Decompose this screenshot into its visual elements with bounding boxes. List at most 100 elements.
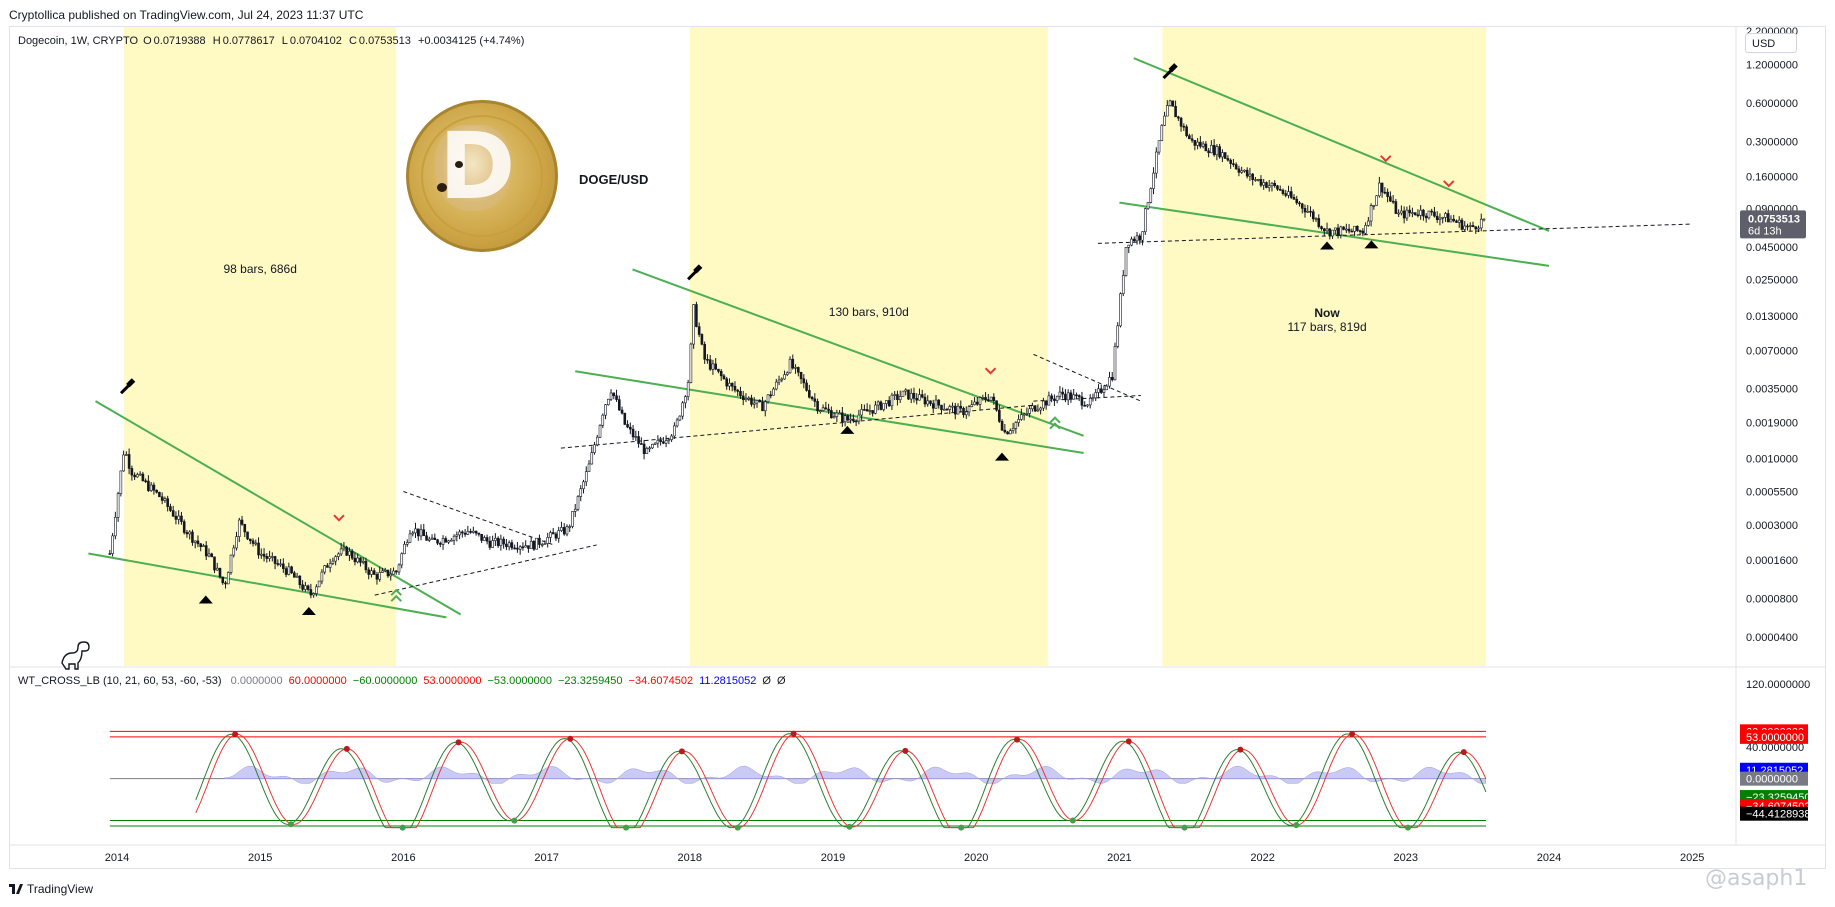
wt-cross-down-dot <box>1237 746 1244 753</box>
trendline-resistance-1[interactable] <box>95 400 462 616</box>
candle-body <box>953 405 957 415</box>
candle-body <box>967 406 971 413</box>
watermark: @asaph1 <box>1705 866 1808 891</box>
candle-body <box>747 397 751 400</box>
symbol-ohlc-legend[interactable]: Dogecoin, 1W, CRYPTO O 0.0719388 H 0.07786… <box>18 35 526 47</box>
candle-body <box>1298 202 1301 205</box>
y-tick-label: 0.0003000 <box>1746 520 1798 532</box>
candle-body <box>915 398 919 401</box>
candle-body <box>1270 182 1274 187</box>
candle-body <box>1000 421 1004 431</box>
indicator-legend[interactable]: WT_CROSS_LB (10, 21, 60, 53, -60, -53) 0… <box>18 675 798 687</box>
candle-body <box>527 545 530 549</box>
dogecoin-logo: D <box>406 100 558 252</box>
candle-body <box>1284 193 1288 196</box>
candle-body <box>348 550 351 556</box>
candle-body <box>1361 230 1365 234</box>
candle-body <box>951 405 954 408</box>
top-marker-icon <box>1162 69 1173 80</box>
ohlc-close: C 0.0753513 <box>348 35 411 47</box>
candle-body <box>342 546 346 550</box>
candle-body <box>1160 125 1164 141</box>
candle-body <box>1033 405 1037 412</box>
trendline-support-3[interactable] <box>1119 201 1550 267</box>
candle-body <box>1397 212 1400 215</box>
candle-body <box>1132 238 1136 242</box>
candle-body <box>235 536 238 549</box>
candle-body <box>213 556 216 571</box>
price-change: +0.0034125 (+4.74%) <box>417 35 525 47</box>
candle-body <box>1072 394 1075 400</box>
candle-body <box>301 584 304 590</box>
candle-body <box>1218 146 1221 158</box>
candle-body <box>540 544 544 546</box>
candle-body <box>736 389 740 392</box>
candle-body <box>1105 385 1109 391</box>
x-tick-label: 2016 <box>391 852 415 864</box>
candle-body <box>1135 235 1139 242</box>
currency-selector[interactable]: USD <box>1745 33 1797 53</box>
candle-body <box>370 570 373 575</box>
wt-cross-down-dot <box>455 739 462 746</box>
candle-body <box>1055 395 1059 401</box>
candle-body <box>218 567 222 578</box>
candle-body <box>419 529 423 537</box>
candle-body <box>1237 168 1241 173</box>
osc-value-badge-text: 53.0000000 <box>1746 732 1804 744</box>
wt-cross-up-dot <box>1181 824 1188 831</box>
candle-body <box>1419 209 1422 216</box>
candle-body <box>942 408 946 411</box>
candle-body <box>626 424 629 428</box>
candle-body <box>893 394 896 396</box>
tradingview-brand[interactable]: TradingView <box>9 882 93 896</box>
candle-body <box>909 392 913 400</box>
wt-cross-down-dot <box>1014 736 1021 743</box>
breakout-signal-icon <box>1049 416 1061 430</box>
x-tick-label: 2019 <box>821 852 845 864</box>
candle-body <box>1119 293 1122 327</box>
bottom-marker-icon <box>1320 241 1335 250</box>
bottom-marker-icon <box>994 452 1009 461</box>
candle-body <box>876 401 880 406</box>
candle-body <box>546 537 550 544</box>
candle-body <box>174 515 178 520</box>
sell-signal-icon <box>333 514 345 522</box>
candle-body <box>637 436 640 444</box>
candle-body <box>1466 225 1469 228</box>
candle-body <box>116 493 120 518</box>
sell-signal-icon <box>1380 155 1392 163</box>
ohlc-high: H 0.0778617 <box>212 35 275 47</box>
y-tick-label: 1.2000000 <box>1746 60 1798 72</box>
trendline-resistance-3[interactable] <box>1133 57 1550 232</box>
candle-body <box>719 370 723 377</box>
dashed-line-6[interactable] <box>1097 223 1693 244</box>
candle-body <box>1124 247 1128 276</box>
ohlc-open: O 0.0719388 <box>143 35 206 47</box>
trendline-support-2[interactable] <box>575 370 1084 454</box>
candle-body <box>237 519 241 537</box>
bottom-marker-icon <box>198 595 213 604</box>
dashed-line-2[interactable] <box>403 491 554 546</box>
candle-body <box>615 395 618 400</box>
candle-body <box>579 488 583 497</box>
dashed-line-4[interactable] <box>1033 353 1142 402</box>
candle-body <box>1325 228 1329 232</box>
candle-body <box>976 401 979 405</box>
dashed-line-1[interactable] <box>374 544 597 596</box>
top-marker-icon-head <box>126 378 136 388</box>
candle-body <box>882 403 885 410</box>
trendline-resistance-2[interactable] <box>632 268 1084 437</box>
candle-body <box>1025 413 1029 415</box>
indicator-name: WT_CROSS_LB (10, 21, 60, 53, -60, -53) <box>18 675 222 687</box>
candle-body <box>317 580 321 588</box>
candle-body <box>248 538 252 542</box>
candle-body <box>1336 227 1340 236</box>
trendline-support-1[interactable] <box>88 552 447 619</box>
candle-body <box>1449 218 1453 223</box>
candle-body <box>193 540 197 543</box>
candle-body <box>1221 152 1224 158</box>
candle-body <box>1141 231 1144 241</box>
candle-body <box>995 400 998 411</box>
candle-body <box>1463 225 1467 230</box>
